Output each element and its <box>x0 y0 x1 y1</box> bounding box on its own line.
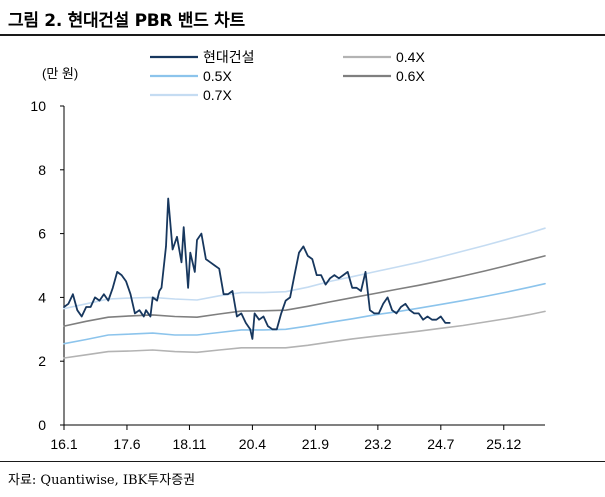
pbr-band-chart: 0 2 4 6 8 10 16.1 17.6 18.11 20.4 21.9 23.2 24.7 25.1… <box>30 49 546 452</box>
x-tick-label: 23.2 <box>364 436 391 452</box>
legend-label: 현대건설 <box>203 49 255 65</box>
x-tick-label: 25.12 <box>486 436 521 452</box>
chart-legend: 현대건설 0.4X 0.5X 0.6X 0.7X <box>150 49 425 103</box>
series-line-price <box>63 197 451 340</box>
chart-axes: 0 2 4 6 8 10 16.1 17.6 18.11 20.4 21.9 23.2 24.7 25.1… <box>30 66 545 452</box>
x-tick-label: 20.4 <box>239 436 266 452</box>
y-tick-label: 10 <box>30 98 46 114</box>
y-tick-label: 6 <box>38 226 46 242</box>
y-tick-label: 4 <box>38 289 46 305</box>
x-tick-label: 21.9 <box>302 436 329 452</box>
series-line-0-6x <box>63 255 546 327</box>
y-tick-label: 2 <box>38 353 46 369</box>
legend-label: 0.7X <box>203 87 232 103</box>
series-line-0-7x <box>63 227 546 310</box>
y-tick-label: 8 <box>38 162 46 178</box>
y-tick-label: 0 <box>38 417 46 433</box>
legend-label: 0.5X <box>203 68 232 84</box>
y-axis-unit-label: (만 원) <box>42 66 78 81</box>
x-tick-label: 24.7 <box>427 436 454 452</box>
series-line-0-4x <box>63 310 546 359</box>
x-tick-label: 16.1 <box>50 436 77 452</box>
source-note: 자료: Quantiwise, IBK투자증권 <box>8 473 196 488</box>
legend-label: 0.6X <box>396 68 425 84</box>
title-divider <box>0 34 605 36</box>
chart-series <box>63 197 546 359</box>
source-divider <box>0 461 605 462</box>
x-tick-label: 18.11 <box>172 436 206 452</box>
x-tick-label: 17.6 <box>113 436 140 452</box>
series-line-0-5x <box>63 282 546 345</box>
figure-title: 그림 2. 현대건설 PBR 밴드 차트 <box>8 11 245 31</box>
legend-label: 0.4X <box>396 49 425 65</box>
